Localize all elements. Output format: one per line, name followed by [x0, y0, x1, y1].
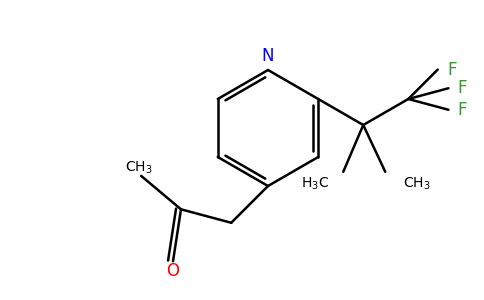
Text: CH$_3$: CH$_3$ [125, 160, 153, 176]
Text: CH$_3$: CH$_3$ [403, 176, 431, 192]
Text: F: F [458, 101, 467, 119]
Text: O: O [166, 262, 180, 280]
Text: H$_3$C: H$_3$C [301, 176, 329, 192]
Text: F: F [458, 79, 467, 97]
Text: N: N [262, 47, 274, 65]
Text: F: F [447, 61, 456, 79]
